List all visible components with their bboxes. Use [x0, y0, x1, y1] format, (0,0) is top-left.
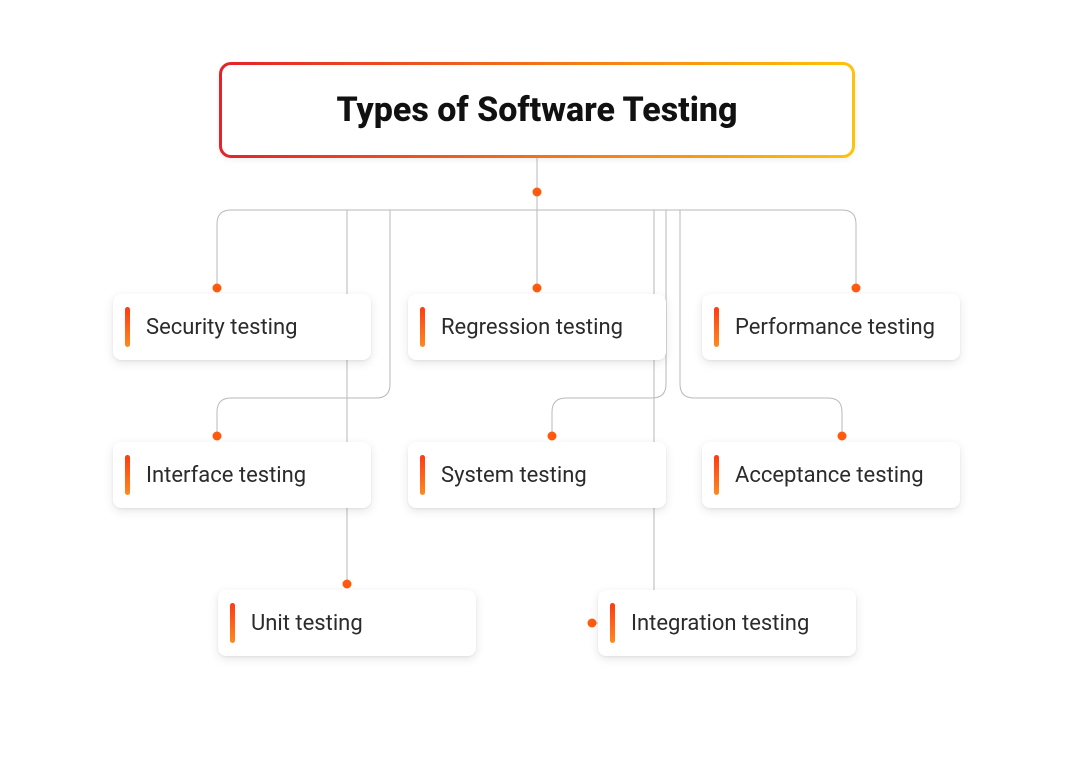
- node-system: System testing: [408, 442, 666, 508]
- title-text: Types of Software Testing: [336, 90, 737, 130]
- accent-bar: [230, 603, 235, 643]
- node-label: Security testing: [146, 315, 298, 340]
- node-acceptance: Acceptance testing: [702, 442, 960, 508]
- node-label: Interface testing: [146, 463, 306, 488]
- diagram-canvas: { "type": "tree", "background_color": "#…: [0, 0, 1074, 772]
- accent-bar: [125, 455, 130, 495]
- node-unit: Unit testing: [218, 590, 476, 656]
- node-performance: Performance testing: [702, 294, 960, 360]
- accent-bar: [420, 455, 425, 495]
- accent-bar: [125, 307, 130, 347]
- title-inner: Types of Software Testing: [222, 65, 852, 155]
- node-regression: Regression testing: [408, 294, 666, 360]
- accent-bar: [610, 603, 615, 643]
- accent-bar: [714, 307, 719, 347]
- node-security: Security testing: [113, 294, 371, 360]
- node-label: Integration testing: [631, 611, 809, 636]
- node-label: Unit testing: [251, 611, 363, 636]
- accent-bar: [420, 307, 425, 347]
- accent-bar: [714, 455, 719, 495]
- node-integration: Integration testing: [598, 590, 856, 656]
- node-label: Performance testing: [735, 315, 935, 340]
- title-box: Types of Software Testing: [219, 62, 855, 158]
- node-interface: Interface testing: [113, 442, 371, 508]
- node-label: Regression testing: [441, 315, 623, 340]
- node-label: System testing: [441, 463, 587, 488]
- node-label: Acceptance testing: [735, 463, 924, 488]
